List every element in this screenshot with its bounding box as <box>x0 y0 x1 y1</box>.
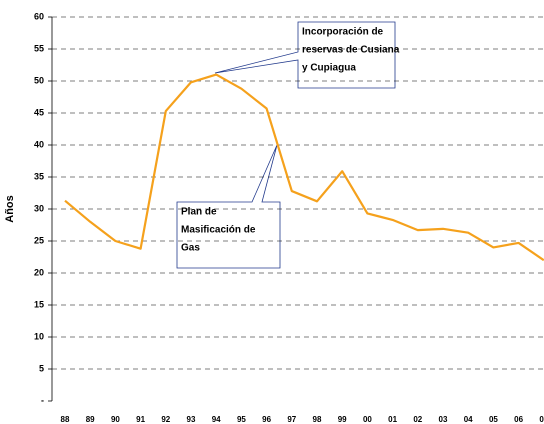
x-tick-label: 03 <box>439 415 448 424</box>
annotation-text: Plan de <box>181 207 217 218</box>
x-tick-label: 89 <box>86 415 95 424</box>
x-tick-label: 05 <box>489 415 498 424</box>
x-tick-label: 91 <box>136 415 145 424</box>
x-tick-label: 96 <box>262 415 271 424</box>
annotation-text: reservas de Cusiana <box>302 45 400 56</box>
callout-box <box>214 21 396 89</box>
data-line <box>64 73 544 262</box>
x-tick-label: 98 <box>313 415 322 424</box>
annotation-text: Incorporación de <box>302 27 384 38</box>
x-tick-label: 92 <box>161 415 170 424</box>
y-tick-label: 50 <box>34 75 44 85</box>
y-axis-label: Años <box>4 195 16 223</box>
annotation-text: Masificación de <box>181 225 256 236</box>
x-tick-label: 93 <box>187 415 196 424</box>
x-tick-label: 90 <box>111 415 120 424</box>
x-tick-label: 95 <box>237 415 246 424</box>
x-tick-label: 06 <box>514 415 523 424</box>
y-tick-label: 30 <box>34 203 44 213</box>
x-tick-label: 94 <box>212 415 221 424</box>
x-tick-label: 02 <box>413 415 422 424</box>
y-tick-label: 35 <box>34 171 44 181</box>
x-tick-label: 00 <box>363 415 372 424</box>
x-tick-label: 07 <box>539 415 544 424</box>
x-tick-label: 99 <box>338 415 347 424</box>
y-tick-label: 20 <box>34 267 44 277</box>
y-tick-label: 10 <box>34 331 44 341</box>
x-tick-label: 01 <box>388 415 397 424</box>
y-tick-label: 5 <box>39 363 44 373</box>
annotation-text: y Cupiagua <box>302 63 356 74</box>
y-tick-label: 15 <box>34 299 44 309</box>
y-tick-label: 55 <box>34 43 44 53</box>
callout-box <box>176 144 281 269</box>
y-tick-label: 45 <box>34 107 44 117</box>
y-tick-label: 60 <box>34 11 44 21</box>
x-tick-label: 97 <box>287 415 296 424</box>
annotation-text: Gas <box>181 243 200 254</box>
x-tick-label: 88 <box>61 415 70 424</box>
x-tick-label: 04 <box>464 415 473 424</box>
y-tick-label: - <box>41 395 44 405</box>
y-tick-label: 25 <box>34 235 44 245</box>
y-tick-label: 40 <box>34 139 44 149</box>
